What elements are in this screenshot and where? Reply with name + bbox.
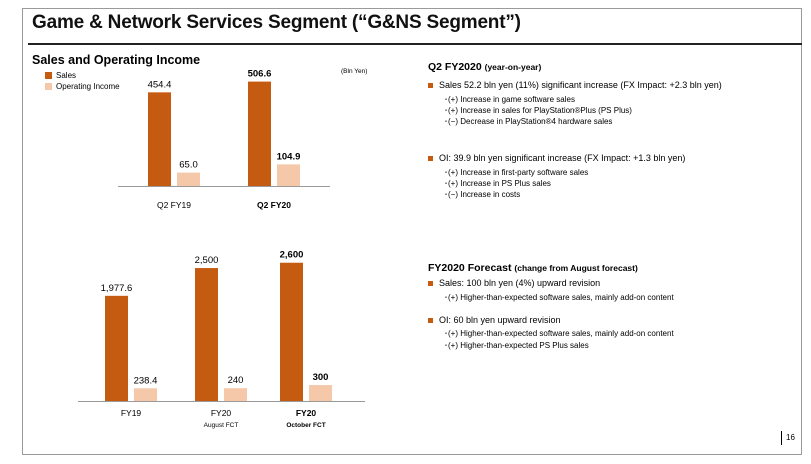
forecast-oi-text: OI: 60 bln yen upward revision bbox=[439, 315, 561, 325]
category-label: Q2 FY19 bbox=[157, 200, 191, 210]
category-sublabel: October FCT bbox=[286, 422, 325, 429]
data-label: 240 bbox=[228, 375, 244, 386]
forecast-heading-note: (change from August forecast) bbox=[514, 263, 638, 273]
q2-heading-text: Q2 FY2020 bbox=[428, 61, 482, 73]
unit-label: (Bln Yen) bbox=[341, 68, 368, 75]
chart-section-title: Sales and Operating Income bbox=[32, 53, 201, 67]
category-label: FY19 bbox=[121, 408, 142, 418]
data-label: 506.6 bbox=[248, 69, 272, 80]
chart-q2: 454.4 65.0 Q2 FY19 506.6 104.9 Q2 FY20 bbox=[118, 69, 330, 210]
data-label: 2,600 bbox=[280, 250, 304, 261]
legend-item-sales: Sales bbox=[45, 71, 76, 80]
forecast-oi-item: ･(+) Higher-than-expected software sales… bbox=[444, 329, 674, 338]
category-label: Q2 FY20 bbox=[257, 200, 291, 210]
legend-swatch-oi bbox=[45, 83, 52, 90]
q2-sales-item: ･(+) Increase in sales for PlayStation®P… bbox=[444, 106, 632, 115]
data-label: 104.9 bbox=[277, 151, 301, 162]
legend-label-oi: Operating Income bbox=[56, 82, 120, 91]
data-label: 2,500 bbox=[195, 255, 219, 266]
q2-heading-note: (year-on-year) bbox=[484, 62, 542, 72]
category-label: FY20 bbox=[211, 408, 232, 418]
bar-operating-income bbox=[309, 385, 332, 401]
bullet-square-icon bbox=[428, 317, 433, 323]
q2-sales-line: Sales 52.2 bln yen (11%) significant inc… bbox=[428, 80, 722, 90]
legend-swatch-sales bbox=[45, 72, 52, 79]
page-number-divider bbox=[781, 431, 782, 445]
q2-oi-item: ･(−) Increase in costs bbox=[444, 190, 521, 199]
forecast-sales-item: ･(+) Higher-than-expected software sales… bbox=[444, 293, 674, 302]
bullet-square-icon bbox=[428, 82, 433, 88]
q2-sales-item: ･(−) Decrease in PlayStation®4 hardware … bbox=[444, 117, 613, 126]
q2-oi-line: OI: 39.9 bln yen significant increase (F… bbox=[428, 153, 685, 163]
bullet-square-icon bbox=[428, 155, 433, 161]
q2-oi-text: OI: 39.9 bln yen significant increase (F… bbox=[439, 153, 686, 163]
bar-sales bbox=[148, 92, 171, 186]
bar-operating-income bbox=[277, 164, 300, 186]
forecast-oi-line: OI: 60 bln yen upward revision bbox=[428, 315, 561, 325]
data-label: 238.4 bbox=[134, 375, 158, 386]
bar-sales bbox=[248, 81, 271, 186]
q2-oi-item: ･(+) Increase in first-party software sa… bbox=[444, 168, 589, 177]
forecast-sales-line: Sales: 100 bln yen (4%) upward revision bbox=[428, 278, 600, 288]
page-number: 16 bbox=[786, 433, 795, 442]
title-divider bbox=[28, 43, 802, 45]
forecast-heading-text: FY2020 Forecast bbox=[428, 262, 512, 274]
legend-item-oi: Operating Income bbox=[45, 82, 120, 91]
data-label: 65.0 bbox=[179, 160, 198, 171]
q2-oi-item: ･(+) Increase in PS Plus sales bbox=[444, 179, 551, 188]
forecast-heading: FY2020 Forecast (change from August fore… bbox=[428, 262, 638, 274]
bar-sales bbox=[195, 268, 218, 401]
bullet-square-icon bbox=[428, 280, 433, 286]
slide-title: Game & Network Services Segment (“G&NS S… bbox=[32, 12, 521, 33]
bar-sales bbox=[280, 262, 303, 401]
bar-operating-income bbox=[177, 172, 200, 186]
bar-operating-income bbox=[134, 388, 157, 401]
data-label: 300 bbox=[313, 372, 329, 383]
bar-operating-income bbox=[224, 388, 247, 401]
chart-fy: 1,977.6 238.4 FY19 2,500 240 FY20 August FCT 2,… bbox=[78, 250, 365, 429]
legend-label-sales: Sales bbox=[56, 71, 77, 80]
forecast-oi-item: ･(+) Higher-than-expected PS Plus sales bbox=[444, 341, 589, 350]
forecast-sales-text: Sales: 100 bln yen (4%) upward revision bbox=[439, 278, 601, 288]
q2-heading: Q2 FY2020 (year-on-year) bbox=[428, 61, 541, 73]
slide-frame bbox=[22, 8, 802, 455]
data-label: 454.4 bbox=[148, 79, 172, 90]
q2-sales-item: ･(+) Increase in game software sales bbox=[444, 95, 575, 104]
data-label: 1,977.6 bbox=[101, 283, 133, 294]
bar-sales bbox=[105, 295, 128, 401]
category-sublabel: August FCT bbox=[204, 422, 239, 429]
q2-sales-text: Sales 52.2 bln yen (11%) significant inc… bbox=[439, 80, 722, 90]
category-label: FY20 bbox=[296, 408, 317, 418]
